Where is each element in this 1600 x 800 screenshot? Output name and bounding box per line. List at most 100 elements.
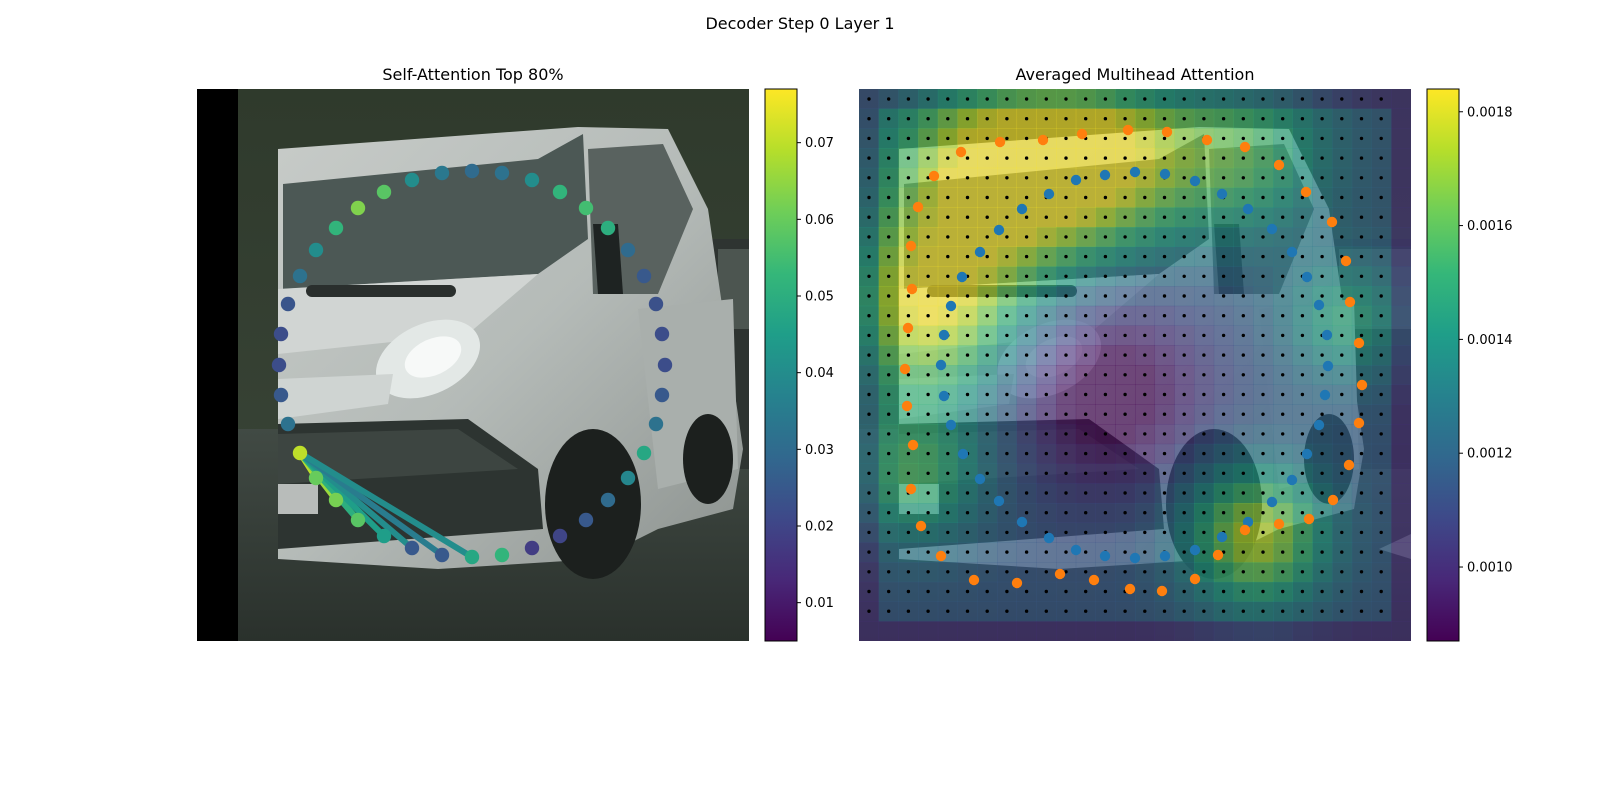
grid-dot [1202, 254, 1206, 259]
grid-dot [1044, 589, 1049, 594]
grid-dot [1261, 373, 1265, 377]
heatmap-cell [1391, 246, 1411, 267]
grid-dot [1202, 156, 1206, 160]
grid-dot [1340, 294, 1344, 298]
grid-dot [1261, 589, 1265, 594]
grid-dot [985, 254, 989, 259]
grid-dot [926, 373, 930, 377]
grid-dot [867, 530, 871, 535]
grid-dot [1162, 333, 1167, 338]
grid-dot [1162, 97, 1167, 101]
grid-dot [1359, 373, 1364, 377]
self-attention-points [271, 163, 673, 565]
grid-dot [985, 333, 989, 338]
grid-dot [1359, 274, 1364, 278]
grid-dot [1143, 589, 1147, 594]
grid-dot [1084, 511, 1088, 515]
grid-dot [1123, 215, 1127, 219]
heatmap-cell [1391, 345, 1411, 366]
query-point [1159, 550, 1171, 562]
grid-dot [1084, 314, 1088, 318]
grid-dot [867, 117, 871, 121]
query-point [993, 224, 1005, 236]
reference-point [1239, 141, 1251, 153]
grid-dot [867, 550, 871, 554]
grid-dot [1281, 294, 1285, 298]
grid-dot [906, 117, 911, 121]
grid-dot [1024, 491, 1029, 495]
grid-dot [1320, 294, 1324, 298]
heatmap-cell [1391, 463, 1411, 484]
grid-dot [1241, 570, 1246, 574]
attention-point [524, 172, 540, 188]
grid-dot [926, 392, 930, 397]
grid-dot [1300, 511, 1305, 515]
query-point [1242, 516, 1254, 528]
grid-dot [1084, 274, 1088, 278]
grid-dot [965, 333, 970, 338]
heatmap-cell [1391, 167, 1411, 188]
colorbar-tick-label: 0.0016 [1467, 219, 1513, 234]
grid-dot [1143, 294, 1147, 298]
grid-dot [1084, 530, 1088, 535]
grid-dot [1359, 511, 1364, 515]
grid-dot [1241, 274, 1246, 278]
query-point [1266, 223, 1278, 235]
grid-dot [1084, 176, 1088, 180]
attention-point [273, 326, 289, 342]
grid-dot [1044, 511, 1049, 515]
grid-dot [1162, 511, 1167, 515]
heatmap-cell [1391, 128, 1411, 149]
grid-dot [1221, 471, 1226, 475]
grid-dot [887, 294, 891, 298]
grid-dot [1182, 156, 1186, 160]
grid-dot [1359, 491, 1364, 495]
attention-point [434, 165, 450, 181]
grid-dot [1379, 589, 1383, 594]
attention-point [292, 268, 308, 284]
attention-link [297, 450, 475, 560]
grid-dot [1281, 274, 1285, 278]
query-point [1129, 552, 1141, 564]
grid-dot [1261, 511, 1265, 515]
grid-dot [1123, 274, 1127, 278]
grid-dot [1064, 570, 1068, 574]
grid-dot [1320, 314, 1324, 318]
grid-dot [867, 314, 871, 318]
grid-dot [906, 274, 911, 278]
grid-dot [1359, 215, 1364, 219]
grid-dot [887, 254, 891, 259]
grid-dot [1202, 195, 1206, 200]
grid-dot [1221, 589, 1226, 594]
grid-dot [946, 373, 950, 377]
grid-dot [1221, 176, 1226, 180]
query-point [1070, 544, 1082, 556]
grid-dot [1261, 530, 1265, 535]
grid-dot [1024, 530, 1029, 535]
attention-point [280, 416, 296, 432]
grid-dot [1261, 451, 1265, 456]
grid-dot [1064, 294, 1068, 298]
grid-dot [887, 491, 891, 495]
grid-dot [985, 432, 989, 436]
self-attention-image [197, 89, 749, 641]
query-point [938, 329, 950, 341]
grid-dot [1044, 294, 1049, 298]
grid-dot [1241, 471, 1246, 475]
grid-dot [965, 530, 970, 535]
grid-dot [1281, 117, 1285, 121]
grid-dot [1340, 117, 1344, 121]
grid-dot [1340, 570, 1344, 574]
grid-dot [1261, 550, 1265, 554]
attention-point [308, 242, 324, 258]
attention-point [376, 528, 392, 544]
grid-dot [1162, 156, 1167, 160]
grid-dot [1064, 274, 1068, 278]
heatmap-cell [1391, 483, 1411, 504]
grid-dot [867, 97, 871, 101]
grid-dot [1123, 333, 1127, 338]
heatmap-cell [1194, 621, 1215, 641]
attention-point [552, 184, 568, 200]
grid-dot [1241, 412, 1246, 416]
grid-dot [1281, 215, 1285, 219]
